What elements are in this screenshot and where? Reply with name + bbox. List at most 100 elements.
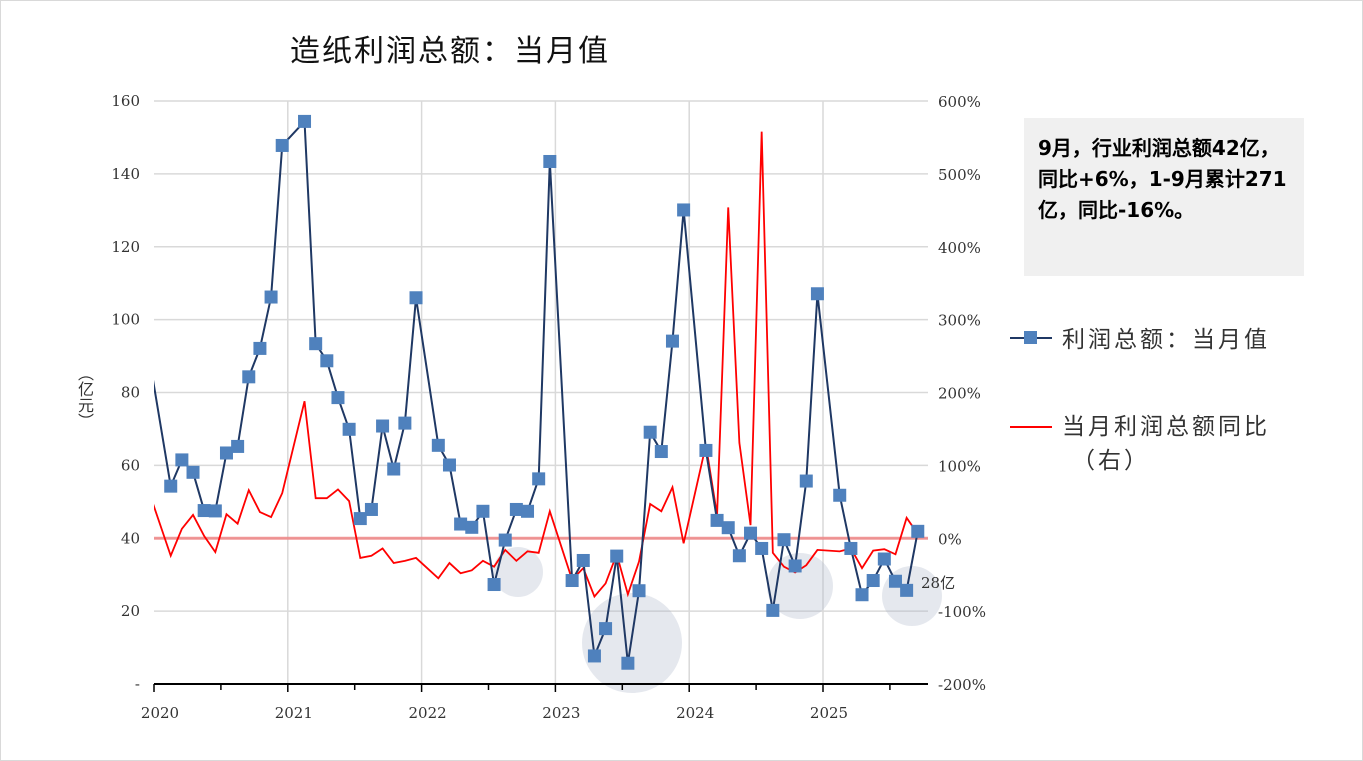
data-point-profit-2021-02 bbox=[298, 114, 312, 128]
data-point-profit-2021-09 bbox=[376, 419, 390, 433]
y-tick-label-right: 400% bbox=[938, 239, 981, 257]
summary-note: 9月，行业利润总额42亿，同比+6%，1-9月累计271亿，同比-16%。 bbox=[1024, 118, 1304, 276]
highlight-circles bbox=[493, 547, 942, 693]
x-tick-label: 2024 bbox=[676, 704, 714, 722]
highlight-circle bbox=[767, 553, 833, 619]
data-point-profit-2024-12 bbox=[810, 287, 824, 301]
data-point-profit-2023-09 bbox=[643, 425, 657, 439]
data-point-profit-2025-06 bbox=[877, 552, 891, 566]
data-point-profit-2020-11 bbox=[264, 290, 278, 304]
data-point-profit-2020-08 bbox=[231, 439, 245, 453]
data-point-profit-2022-08 bbox=[498, 533, 512, 547]
y-tick-label-left: 20 bbox=[121, 602, 140, 620]
data-point-profit-2021-06 bbox=[342, 422, 356, 436]
data-point-profit-2024-06 bbox=[744, 526, 758, 540]
x-tick-label: 2021 bbox=[275, 704, 313, 722]
data-point-profit-2023-04 bbox=[587, 649, 601, 663]
data-point-profit-2022-04 bbox=[454, 517, 468, 531]
data-point-profit-2024-07 bbox=[755, 541, 769, 555]
annotation-28yi: 28亿 bbox=[921, 574, 955, 592]
data-point-profit-2022-07 bbox=[487, 578, 501, 592]
axes: - -200%20 -100%40 0%60 100%80 200%100 300%120 4… bbox=[111, 92, 986, 722]
data-point-profit-2020-09 bbox=[242, 370, 256, 384]
data-point-profit-2020-02 bbox=[164, 479, 178, 493]
y-tick-label-left: 160 bbox=[111, 92, 140, 110]
data-point-profit-2023-05 bbox=[599, 622, 613, 636]
data-point-profit-2024-05 bbox=[732, 549, 746, 563]
data-point-profit-2025-08 bbox=[900, 583, 914, 597]
data-point-profit-2025-07 bbox=[888, 574, 902, 588]
y-tick-label-left: - bbox=[135, 675, 140, 693]
y-tick-label-right: 0% bbox=[938, 530, 962, 548]
data-point-profit-2022-09 bbox=[509, 502, 523, 516]
data-point-profit-2025-04 bbox=[855, 588, 869, 602]
data-point-profit-2020-05 bbox=[197, 504, 211, 518]
y-tick-label-left: 80 bbox=[121, 384, 140, 402]
x-tick-label: 2020 bbox=[141, 704, 179, 722]
data-point-profit-2022-02 bbox=[431, 438, 445, 452]
series-layer bbox=[154, 114, 928, 670]
y-axis-label: （亿元） bbox=[75, 365, 94, 429]
data-point-profit-2023-12 bbox=[677, 203, 691, 217]
data-point-profit-2025-09 bbox=[911, 524, 925, 538]
data-point-profit-2025-03 bbox=[844, 541, 858, 555]
data-point-profit-2021-05 bbox=[331, 391, 345, 405]
gridlines bbox=[154, 100, 928, 684]
data-point-profit-2021-12 bbox=[409, 291, 423, 305]
data-point-profit-2023-03 bbox=[576, 553, 590, 567]
data-point-profit-2024-03 bbox=[710, 513, 724, 527]
data-point-profit-2022-05 bbox=[465, 520, 479, 534]
data-point-profit-2024-10 bbox=[788, 559, 802, 573]
x-tick-label: 2025 bbox=[810, 704, 848, 722]
data-point-profit-2021-08 bbox=[364, 502, 378, 516]
x-tick-label: 2022 bbox=[409, 704, 447, 722]
chart-title: 造纸利润总额：当月值 bbox=[290, 34, 610, 69]
data-point-profit-2021-11 bbox=[398, 416, 412, 430]
data-point-profit-2022-11 bbox=[532, 472, 546, 486]
data-point-profit-2020-03 bbox=[175, 453, 189, 467]
data-point-profit-2021-07 bbox=[353, 512, 367, 526]
data-point-profit-2022-12 bbox=[543, 154, 557, 168]
legend-item-profit: 利润总额：当月值 bbox=[1010, 320, 1270, 354]
highlight-circle bbox=[582, 593, 682, 693]
y-tick-label-left: 60 bbox=[121, 456, 140, 474]
data-point-profit-2020-07 bbox=[219, 446, 233, 460]
legend-label-profit: 利润总额：当月值 bbox=[1062, 327, 1270, 353]
data-point-profit-2022-06 bbox=[476, 504, 490, 518]
y-tick-label-left: 40 bbox=[121, 529, 140, 547]
y-tick-label-right: 200% bbox=[938, 385, 981, 403]
series-line-profit bbox=[154, 118, 919, 664]
data-point-profit-2022-10 bbox=[521, 504, 535, 518]
data-point-profit-2023-06 bbox=[610, 549, 624, 563]
legend-square-marker-icon bbox=[1024, 331, 1037, 344]
legend-item-yoy: 当月利润总额同比 （右） bbox=[1010, 410, 1270, 478]
y-tick-label-right: -100% bbox=[938, 603, 986, 621]
y-tick-label-left: 100 bbox=[111, 311, 140, 329]
data-point-profit-2023-02 bbox=[565, 574, 579, 588]
data-point-profit-2024-04 bbox=[721, 521, 735, 535]
data-point-profit-2024-02 bbox=[699, 443, 713, 457]
highlight-circle bbox=[493, 547, 543, 597]
data-point-profit-2020-06 bbox=[208, 504, 222, 518]
legend-label-yoy-right: （右） bbox=[1072, 448, 1150, 474]
data-point-profit-2020-04 bbox=[186, 465, 200, 479]
data-point-profit-2023-10 bbox=[654, 445, 668, 459]
y-tick-label-left: 140 bbox=[111, 165, 140, 183]
data-point-profit-2022-03 bbox=[442, 458, 456, 472]
data-point-profit-2023-11 bbox=[665, 334, 679, 348]
y-tick-label-right: 300% bbox=[938, 312, 981, 330]
data-point-profit-2023-07 bbox=[621, 656, 635, 670]
data-point-profit-2024-08 bbox=[766, 603, 780, 617]
data-point-profit-2023-08 bbox=[632, 584, 646, 598]
data-point-profit-2025-02 bbox=[833, 488, 847, 502]
y-tick-label-right: 100% bbox=[938, 457, 981, 475]
data-point-profit-2021-04 bbox=[320, 354, 334, 368]
y-tick-label-left: 120 bbox=[111, 238, 140, 256]
data-point-profit-2021-03 bbox=[309, 337, 323, 351]
data-point-profit-2020-12 bbox=[275, 138, 289, 152]
data-point-profit-2024-11 bbox=[799, 474, 813, 488]
data-point-profit-2024-09 bbox=[777, 533, 791, 547]
legend-line-red bbox=[1010, 426, 1052, 428]
data-point-profit-2025-05 bbox=[866, 574, 880, 588]
